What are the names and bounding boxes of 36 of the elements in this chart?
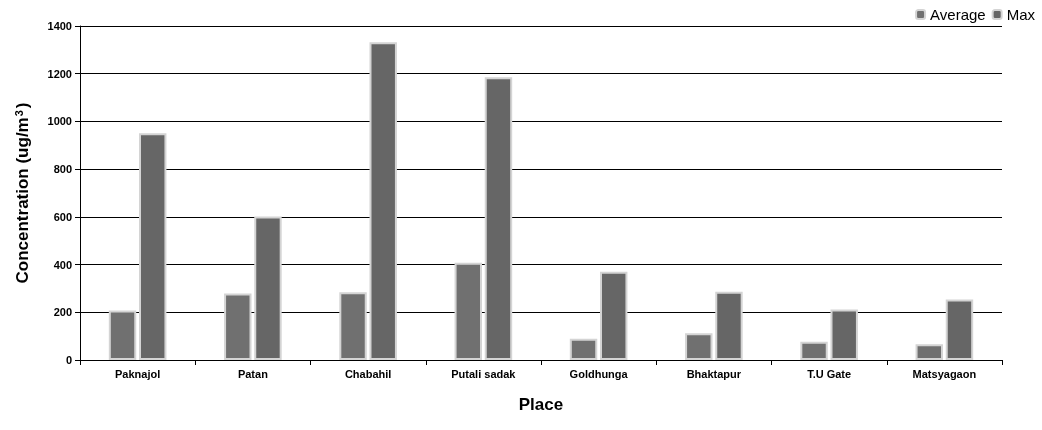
x-tick-label: Bhaktapur [686, 367, 742, 380]
bar [139, 133, 167, 360]
y-tick-label: 1000 [47, 115, 72, 128]
bar [254, 216, 282, 360]
bar [108, 310, 137, 360]
y-axis-title: Concentration (ug/m3) [12, 102, 32, 284]
legend-label: Max [1006, 6, 1036, 23]
bar [369, 42, 397, 360]
y-tick-label: 1200 [47, 67, 72, 80]
x-tick-label: Putali sadak [451, 367, 517, 380]
bar [569, 338, 598, 360]
bar [484, 77, 513, 360]
x-tick-label: Goldhunga [569, 367, 629, 380]
y-tick-label: 0 [65, 354, 72, 366]
legend-label: Average [930, 6, 986, 23]
bar [224, 293, 252, 360]
x-tick-label: Matsyagaon [912, 367, 977, 380]
y-tick-label: 200 [53, 306, 72, 319]
x-axis-title: Place [518, 395, 564, 414]
bar [915, 344, 943, 360]
bar [830, 309, 858, 360]
bar [800, 341, 828, 360]
x-tick-label: Patan [237, 367, 269, 380]
bar [339, 292, 367, 360]
y-tick-label: 400 [53, 258, 72, 271]
x-tick-label: Chabahil [344, 367, 392, 380]
bar [945, 299, 974, 360]
x-tick-label: Paknajol [115, 367, 161, 380]
y-tick-label: 1400 [47, 20, 72, 32]
bar [685, 333, 713, 360]
y-tick-label: 800 [53, 163, 72, 176]
bar [715, 291, 743, 360]
bar [600, 271, 628, 360]
y-tick-label: 600 [53, 210, 72, 223]
bar [454, 262, 482, 360]
x-tick-label: T.U Gate [807, 367, 852, 380]
